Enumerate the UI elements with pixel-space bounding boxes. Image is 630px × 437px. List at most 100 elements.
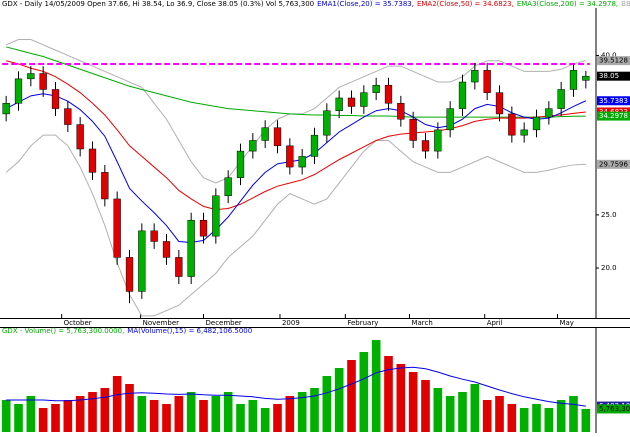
volume-bar	[384, 356, 393, 432]
candle-body	[310, 134, 319, 157]
candle-body	[421, 140, 430, 152]
panel-header: GDX - Daily 14/05/2009 Open 37.66, Hi 38…	[2, 0, 630, 8]
band-lower	[5, 134, 586, 317]
volume-bar	[297, 392, 307, 432]
value-marker	[597, 159, 630, 169]
header-part: EMA1(Close,20) = 35.7383,	[317, 0, 414, 8]
volume-bar	[408, 372, 418, 432]
candle-body	[249, 140, 257, 152]
volume-bar	[223, 392, 233, 432]
candle-body	[557, 89, 565, 109]
volume-bar	[470, 384, 480, 432]
candle-body	[261, 127, 269, 141]
line-series	[5, 93, 587, 244]
value-marker	[597, 96, 630, 106]
candle-body	[125, 257, 134, 292]
volume-bar	[532, 404, 541, 432]
volume-bar	[75, 396, 85, 432]
volume-bar	[421, 380, 430, 432]
volume-bar	[495, 396, 504, 432]
candle-body	[27, 73, 35, 80]
volume-bar	[1, 400, 11, 432]
candle-body	[175, 257, 183, 277]
candle-body	[286, 145, 294, 168]
value-marker-label: 35.7383	[599, 97, 628, 105]
value-marker-label: 38.05	[599, 72, 619, 80]
candle-body	[532, 116, 541, 131]
y-tick-label: 40.0	[601, 51, 617, 59]
value-marker-label: 5,763,300	[599, 405, 630, 413]
y-tick-label: 25.0	[601, 211, 617, 219]
volume-bar	[396, 364, 406, 432]
candle-body	[212, 195, 220, 237]
volume-bar	[334, 368, 344, 432]
candle-body	[372, 84, 380, 93]
candle-body	[384, 84, 393, 104]
value-marker-label: 34.2978	[599, 112, 628, 120]
volume-bar	[371, 340, 381, 432]
candle-body	[150, 230, 158, 242]
volume-bar	[174, 396, 184, 432]
volume-bar	[445, 396, 455, 432]
candle-body	[162, 241, 171, 258]
candle-body	[236, 150, 245, 178]
header-part: GDX - Volume() = 5,763,300.0000,	[2, 327, 124, 335]
volume-bar	[285, 396, 295, 432]
volume-bar	[100, 388, 110, 432]
candle-body	[582, 75, 590, 81]
header-part: MA(Volume(),15) = 6,482,106.5000	[127, 327, 252, 335]
candle-body	[446, 108, 454, 131]
candle-body	[273, 127, 282, 147]
header-part: EMA3(Close,200) = 34.2978,	[517, 0, 618, 8]
candle-body	[569, 70, 578, 90]
candle-body	[520, 129, 528, 136]
volume-bar	[63, 400, 73, 432]
volume-bar	[260, 408, 270, 432]
candle-body	[335, 97, 343, 111]
candle-body	[39, 73, 47, 90]
value-marker	[597, 71, 630, 81]
volume-bar	[273, 404, 282, 432]
value-marker	[597, 404, 630, 414]
candle-body	[88, 148, 97, 173]
volume-bar	[112, 376, 122, 432]
candle-body	[14, 78, 23, 104]
x-tick-label: December	[206, 319, 242, 327]
x-tick-label: November	[143, 319, 180, 327]
volume-bar	[248, 400, 258, 432]
y-tick-label: 20.0	[601, 264, 617, 272]
header-part: GDX - Daily 14/05/2009 Open 37.66, Hi 38…	[2, 0, 314, 8]
candle-body	[76, 124, 84, 150]
candle-body	[508, 113, 516, 136]
volume-bar	[186, 392, 196, 432]
volume-bar	[199, 400, 208, 432]
volume-bar	[347, 360, 356, 432]
value-marker-label: 39.5128	[599, 57, 628, 65]
candle-body	[101, 172, 109, 200]
volume-bar	[482, 400, 492, 432]
candle-body	[434, 129, 442, 152]
candle-body	[409, 118, 417, 141]
volume-bar	[38, 408, 48, 432]
volume-bar	[162, 404, 171, 432]
volume-bar	[14, 404, 23, 432]
x-tick-label: May	[559, 319, 573, 327]
volume-bar	[211, 396, 221, 432]
volume-bar	[544, 408, 554, 432]
volume-bar	[51, 404, 60, 432]
volume-bar	[310, 388, 319, 432]
volume-bar	[507, 404, 517, 432]
candle-body	[64, 108, 72, 125]
header-part: BBTop(Close,20,2) = 39.5128	[621, 0, 630, 8]
volume-bar	[359, 352, 369, 432]
candle-body	[187, 219, 195, 277]
value-marker	[597, 111, 630, 121]
candle-body	[471, 70, 479, 83]
candle-body	[458, 81, 467, 109]
candle-body	[397, 103, 405, 120]
candle-body	[323, 110, 331, 136]
panel-header: GDX - Volume() = 5,763,300.0000, MA(Volum…	[2, 327, 252, 335]
volume-bar	[569, 396, 578, 432]
